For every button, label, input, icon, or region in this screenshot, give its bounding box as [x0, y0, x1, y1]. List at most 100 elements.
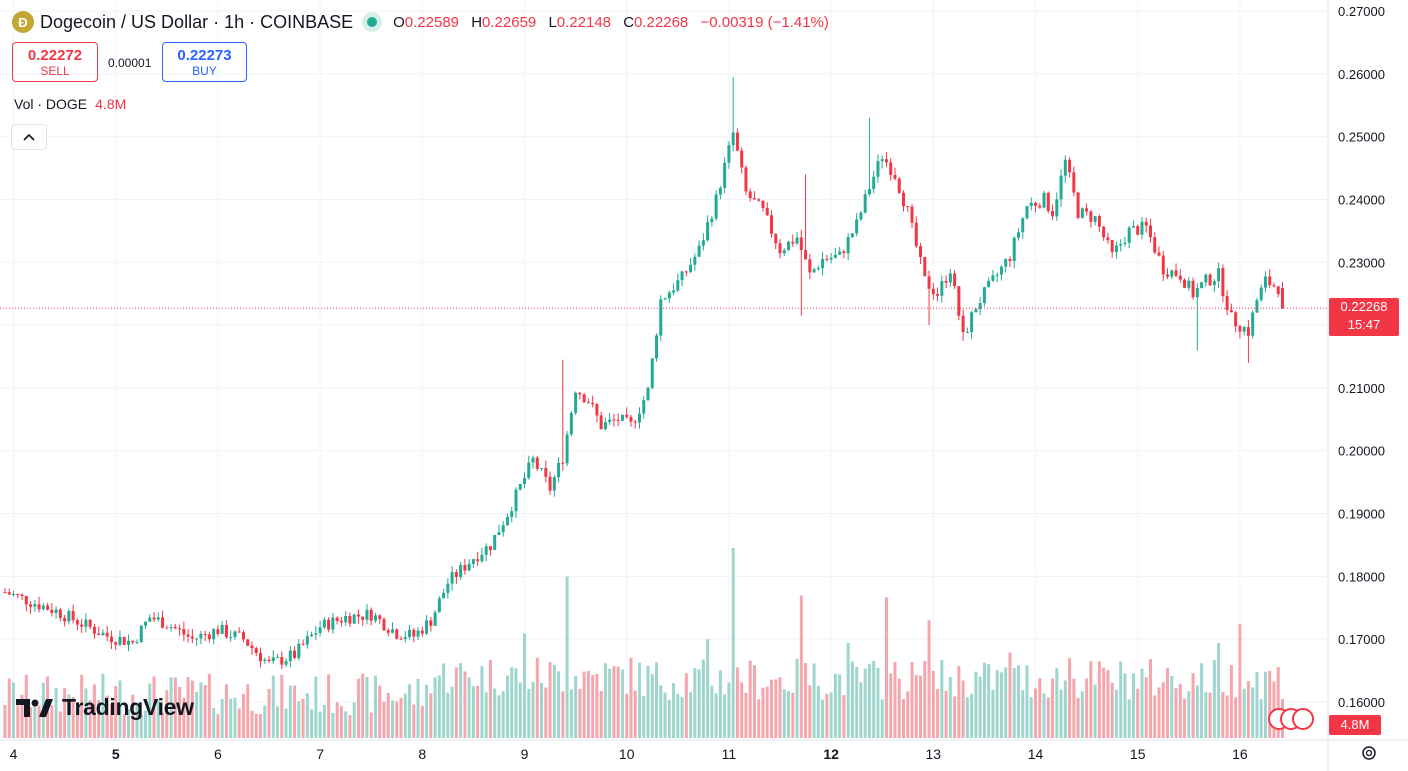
candle-body [586, 402, 590, 404]
bar-countdown: 15:47 [1347, 317, 1381, 332]
volume-bar [1110, 682, 1114, 738]
volume-bar [1102, 667, 1106, 738]
volume-legend[interactable]: Vol · DOGE 4.8M [14, 96, 126, 112]
candle-body [1038, 205, 1042, 208]
volume-bar [254, 713, 258, 738]
candle-body [1008, 259, 1012, 262]
chart-header: Ð Dogecoin / US Dollar · 1h · COINBASE O… [12, 10, 829, 34]
spread-value: 0.00001 [108, 56, 152, 70]
volume-bar [169, 677, 173, 738]
price-tick-label: 0.27000 [1338, 4, 1385, 19]
candle-body [1068, 159, 1072, 173]
candle-body [518, 484, 522, 490]
volume-bar [1063, 680, 1067, 738]
candle-body [825, 258, 829, 260]
candle-body [54, 609, 58, 613]
candle-body [629, 416, 633, 422]
volume-bar [1195, 685, 1199, 738]
volume-bar [655, 662, 659, 738]
us-flag-icon-2[interactable] [1292, 708, 1314, 730]
volume-bar [884, 597, 888, 738]
volume-bar [689, 692, 693, 738]
volume-bar [578, 688, 582, 738]
volume-bar [761, 687, 765, 738]
volume-bar [948, 677, 952, 738]
candle-body [855, 219, 859, 234]
candle-body [1153, 237, 1157, 253]
buy-button[interactable]: 0.22273 BUY [162, 42, 247, 82]
candle-body [765, 207, 769, 216]
candle-body [795, 237, 799, 244]
volume-bar [493, 688, 497, 738]
volume-bar [152, 676, 156, 738]
volume-bar [548, 662, 552, 738]
symbol-title[interactable]: Dogecoin / US Dollar · 1h · COINBASE [40, 11, 354, 32]
candle-body [987, 280, 991, 288]
sell-button[interactable]: 0.22272 SELL [12, 42, 98, 82]
volume-bar [1183, 698, 1187, 738]
collapse-legend-button[interactable] [11, 124, 47, 150]
price-tick-label: 0.19000 [1338, 507, 1385, 522]
time-tick-label: 9 [521, 746, 529, 762]
candle-body [1170, 270, 1174, 277]
candle-body [101, 632, 105, 636]
volume-bar [684, 673, 688, 738]
volume-bar [795, 658, 799, 738]
candle-body [620, 414, 624, 421]
open-value: 0.22589 [404, 13, 460, 31]
candle-body [1144, 221, 1148, 226]
volume-bar [339, 706, 343, 738]
volume-bar [565, 576, 569, 738]
volume-bar [970, 693, 974, 738]
candle-body [327, 619, 331, 630]
volume-bar [442, 663, 446, 738]
volume-bar [1276, 667, 1280, 738]
volume-bar [505, 675, 509, 738]
volume-bar [893, 662, 897, 738]
candle-body [569, 412, 573, 435]
candle-body [931, 288, 935, 295]
volume-bar [229, 698, 233, 738]
volume-bar [305, 693, 309, 738]
candle-body [20, 594, 24, 596]
candle-body [203, 633, 207, 635]
candle-body [740, 150, 744, 168]
candle-body [348, 616, 352, 624]
candle-body [1110, 240, 1114, 252]
candle-body [680, 271, 684, 281]
candle-body [301, 643, 305, 645]
volume-bar [1191, 673, 1195, 738]
volume-bar [791, 692, 795, 738]
candle-body [735, 132, 739, 151]
volume-bar [1251, 687, 1255, 738]
chart-settings-button[interactable] [1360, 744, 1378, 762]
candle-body [1136, 225, 1140, 235]
candle-body [71, 610, 75, 621]
market-open-dot-icon [367, 17, 378, 27]
volume-bar [101, 673, 105, 738]
candle-body [999, 266, 1003, 275]
candle-body [118, 636, 122, 645]
volume-bar [591, 675, 595, 738]
events-icons[interactable] [1268, 708, 1314, 730]
volume-bars [3, 548, 1284, 738]
volume-bar [190, 680, 194, 738]
candle-body [459, 565, 463, 578]
candle-body [258, 653, 262, 662]
candle-body [1046, 192, 1050, 212]
candle-body [936, 294, 940, 296]
tradingview-logo[interactable]: TradingView [16, 694, 194, 721]
price-axis[interactable]: 0.270000.260000.250000.240000.230000.220… [1338, 4, 1385, 710]
candle-body [318, 627, 322, 634]
volume-bar [757, 699, 761, 738]
volume-bar [429, 693, 433, 738]
candle-body [352, 614, 356, 624]
volume-bar [838, 674, 842, 738]
volume-label: Vol · DOGE [14, 96, 88, 112]
volume-bar [667, 699, 671, 738]
volume-bar [88, 700, 92, 738]
candle-body [1106, 237, 1110, 241]
candle-body [395, 629, 399, 639]
time-axis[interactable]: 4 5 6 7 8 9 10 11 12 13 14 15 16 [10, 746, 1248, 762]
